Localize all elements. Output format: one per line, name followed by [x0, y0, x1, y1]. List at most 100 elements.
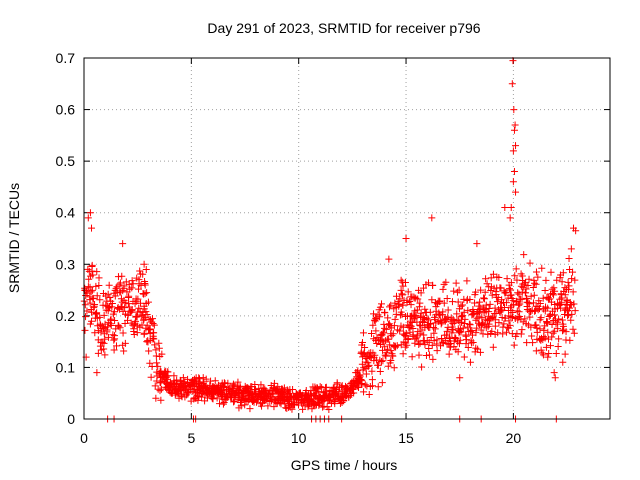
- data-point: [230, 397, 238, 405]
- data-point: [454, 298, 462, 306]
- data-point: [497, 307, 505, 315]
- data-point: [404, 335, 412, 343]
- data-point: [295, 401, 303, 409]
- data-point: [399, 350, 407, 358]
- data-point: [121, 304, 129, 312]
- data-point: [145, 347, 153, 355]
- data-point: [146, 325, 154, 333]
- data-point: [531, 279, 539, 287]
- data-point: [421, 305, 429, 313]
- y-tick-label: 0.7: [56, 50, 76, 66]
- data-points: [80, 57, 580, 423]
- data-point: [398, 311, 406, 319]
- data-point: [147, 373, 155, 381]
- data-point: [379, 346, 387, 354]
- data-point: [129, 280, 137, 288]
- data-point: [421, 341, 429, 349]
- data-point: [107, 321, 115, 329]
- data-point: [382, 337, 390, 345]
- data-point: [142, 265, 150, 273]
- data-point: [507, 279, 515, 287]
- data-point: [571, 307, 579, 315]
- data-point: [512, 188, 520, 196]
- x-axis-label: GPS time / hours: [291, 457, 398, 473]
- data-point: [177, 392, 185, 400]
- data-point: [216, 400, 224, 408]
- data-point: [116, 324, 124, 332]
- data-point: [381, 309, 389, 317]
- data-point: [532, 347, 540, 355]
- data-point: [350, 389, 358, 397]
- data-point: [130, 330, 138, 338]
- data-point: [403, 341, 411, 349]
- data-point: [525, 275, 533, 283]
- data-point: [425, 345, 433, 353]
- data-point: [118, 272, 126, 280]
- data-point: [555, 315, 563, 323]
- data-point: [420, 331, 428, 339]
- data-point: [507, 204, 515, 212]
- data-point: [442, 278, 450, 286]
- data-point: [558, 316, 566, 324]
- data-point: [508, 80, 516, 88]
- data-point: [454, 348, 462, 356]
- y-tick-label: 0.6: [56, 102, 76, 118]
- data-point: [561, 284, 569, 292]
- data-point: [569, 268, 577, 276]
- data-point: [103, 326, 111, 334]
- data-point: [469, 339, 477, 347]
- data-point: [202, 375, 210, 383]
- data-point: [444, 313, 452, 321]
- data-point: [93, 292, 101, 300]
- data-point: [150, 321, 158, 329]
- data-point: [379, 357, 387, 365]
- data-point: [570, 300, 578, 308]
- data-point: [153, 359, 161, 367]
- data-point: [414, 295, 422, 303]
- data-point: [374, 361, 382, 369]
- data-point: [389, 330, 397, 338]
- data-point: [362, 370, 370, 378]
- data-point: [480, 294, 488, 302]
- data-point: [134, 285, 142, 293]
- data-point: [106, 294, 114, 302]
- data-point: [517, 330, 525, 338]
- data-point: [270, 403, 278, 411]
- data-point: [95, 281, 103, 289]
- data-point: [86, 209, 94, 217]
- data-point: [395, 300, 403, 308]
- data-point: [115, 322, 123, 330]
- data-point: [456, 374, 464, 382]
- data-point: [97, 321, 105, 329]
- data-point: [95, 274, 103, 282]
- data-point: [438, 338, 446, 346]
- data-point: [522, 289, 530, 297]
- data-point: [149, 315, 157, 323]
- data-point: [440, 299, 448, 307]
- data-point: [393, 342, 401, 350]
- data-point: [316, 383, 324, 391]
- data-point: [368, 376, 376, 384]
- data-point: [107, 315, 115, 323]
- data-point: [530, 276, 538, 284]
- axis-ticks: 0 0.1 0.2 0.3 0.4 0.5 0.6 0.7 0 5 10 15 20: [56, 50, 610, 446]
- data-point: [503, 275, 511, 283]
- data-point: [340, 397, 348, 405]
- data-point: [82, 313, 90, 321]
- data-point: [424, 316, 432, 324]
- data-point: [209, 395, 217, 403]
- data-point: [428, 296, 436, 304]
- data-point: [376, 368, 384, 376]
- data-point: [553, 318, 561, 326]
- data-point: [105, 333, 113, 341]
- data-point: [105, 281, 113, 289]
- data-point: [369, 321, 377, 329]
- data-point: [511, 121, 519, 129]
- data-point: [519, 318, 527, 326]
- data-point: [423, 314, 431, 322]
- data-point: [483, 280, 491, 288]
- data-point: [455, 286, 463, 294]
- data-point: [104, 290, 112, 298]
- x-tick-label: 5: [187, 430, 195, 446]
- data-point: [565, 254, 573, 262]
